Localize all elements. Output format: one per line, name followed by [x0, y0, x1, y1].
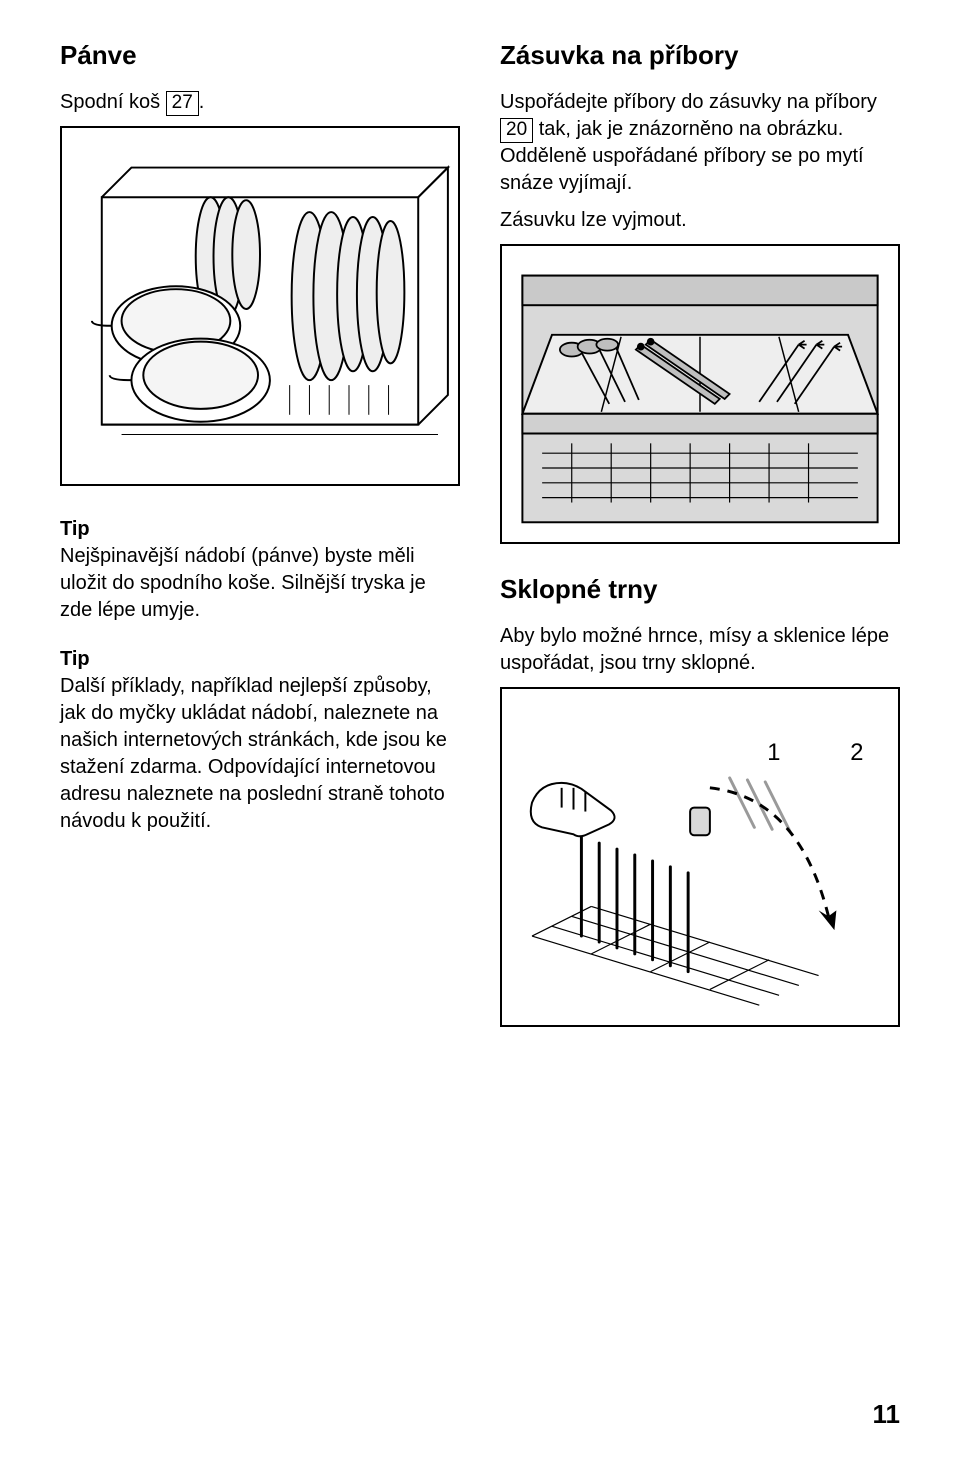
left-tip2: Tip Další příklady, například nejlepší z…: [60, 646, 460, 835]
right-para1-prefix: Uspořádejte příbory do zásuvky na příbor…: [500, 91, 877, 113]
left-subline-suffix: .: [199, 91, 205, 113]
left-heading: Pánve: [60, 40, 460, 71]
right-column: Zásuvka na příbory Uspořádejte příbory d…: [500, 40, 900, 1027]
right-para1-suffix: tak, jak je znázorněno na obrázku. Odděl…: [500, 118, 864, 194]
right-para1: Uspořádejte příbory do zásuvky na příbor…: [500, 89, 900, 197]
left-column: Pánve Spodní koš 27.: [60, 40, 460, 1027]
right-heading: Zásuvka na příbory: [500, 40, 900, 71]
left-tip1: Tip Nejšpinavější nádobí (pánve) byste m…: [60, 516, 460, 624]
left-subline: Spodní koš 27.: [60, 89, 460, 116]
tip1-text: Nejšpinavější nádobí (pánve) byste měli …: [60, 545, 426, 621]
illustration-lower-basket: [60, 126, 460, 486]
left-subline-box: 27: [166, 91, 199, 116]
tines-label-1: 1: [767, 740, 780, 766]
right-para2: Zásuvku lze vyjmout.: [500, 207, 900, 234]
tip2-label: Tip: [60, 648, 90, 670]
page-number: 11: [873, 1399, 901, 1430]
right-heading2: Sklopné trny: [500, 574, 900, 605]
tip1-label: Tip: [60, 518, 90, 540]
tines-label-2: 2: [850, 740, 863, 766]
tip2-text: Další příklady, například nejlepší způso…: [60, 675, 447, 832]
right-para1-box: 20: [500, 118, 533, 143]
left-subline-prefix: Spodní koš: [60, 91, 166, 113]
right-para3: Aby bylo možné hrnce, mísy a sklenice lé…: [500, 623, 900, 677]
two-column-layout: Pánve Spodní koš 27.: [60, 40, 900, 1027]
illustration-folding-tines: 1 2: [500, 687, 900, 1027]
illustration-cutlery-drawer: [500, 244, 900, 544]
